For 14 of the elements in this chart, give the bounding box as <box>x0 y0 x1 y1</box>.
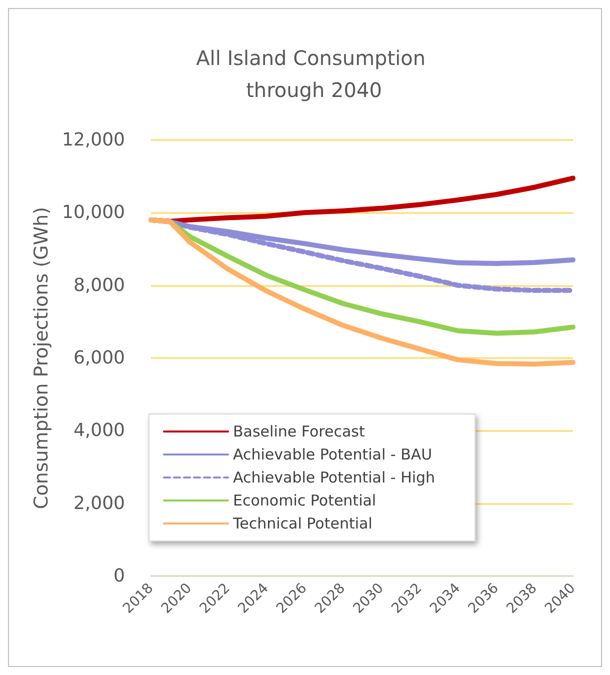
legend-label: Economic Potential <box>233 492 376 510</box>
y-tick-label: 12,000 <box>62 130 125 150</box>
legend-label: Baseline Forecast <box>233 422 365 440</box>
y-tick-label: 4,000 <box>73 420 125 442</box>
legend-label: Technical Potential <box>232 514 372 532</box>
legend-label: Achievable Potential - High <box>233 468 436 486</box>
y-tick-label: 8,000 <box>73 274 125 296</box>
legend-label: Achievable Potential - BAU <box>233 446 432 464</box>
y-tick-label: 6,000 <box>73 348 125 368</box>
chart-title: All Island Consumption through 2040 <box>196 46 432 102</box>
y-axis-title: Consumption Projections (GWh) <box>30 206 53 510</box>
y-tick-label: 2,000 <box>73 492 125 514</box>
y-tick-label: 10,000 <box>62 202 125 224</box>
y-tick-label: 0 <box>114 566 125 586</box>
